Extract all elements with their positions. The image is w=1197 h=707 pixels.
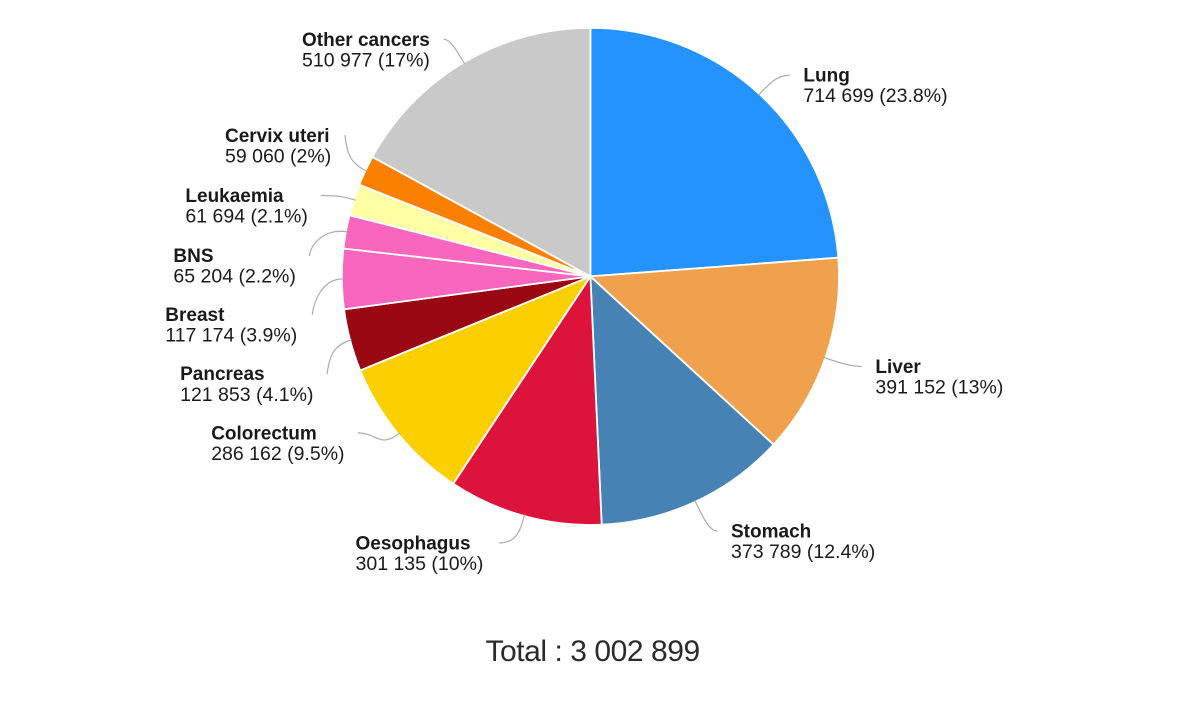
svg-text:Stomach: Stomach <box>731 521 811 542</box>
svg-text:Cervix uteri: Cervix uteri <box>225 126 330 147</box>
svg-text:301 135 (10%): 301 135 (10%) <box>356 553 484 575</box>
svg-text:510 977 (17%): 510 977 (17%) <box>302 49 430 71</box>
svg-text:373 789 (12.4%): 373 789 (12.4%) <box>731 541 875 563</box>
svg-text:121 853 (4.1%): 121 853 (4.1%) <box>180 384 313 406</box>
svg-text:714 699 (23.8%): 714 699 (23.8%) <box>803 85 947 107</box>
svg-text:Lung: Lung <box>803 66 849 87</box>
svg-text:BNS: BNS <box>173 246 213 267</box>
svg-text:65 204 (2.2%): 65 204 (2.2%) <box>173 266 296 288</box>
svg-text:286 162 (9.5%): 286 162 (9.5%) <box>211 443 344 465</box>
svg-text:59 060 (2%): 59 060 (2%) <box>225 146 331 168</box>
svg-text:Breast: Breast <box>165 305 225 326</box>
svg-text:391 152 (13%): 391 152 (13%) <box>875 377 1003 399</box>
svg-text:Total : 3 002 899: Total : 3 002 899 <box>486 635 700 668</box>
svg-text:Other cancers: Other cancers <box>302 30 430 51</box>
svg-text:61 694 (2.1%): 61 694 (2.1%) <box>185 206 308 228</box>
svg-text:Liver: Liver <box>875 357 921 378</box>
svg-text:Colorectum: Colorectum <box>211 423 317 444</box>
svg-text:117 174 (3.9%): 117 174 (3.9%) <box>165 324 297 346</box>
svg-text:Oesophagus: Oesophagus <box>356 533 471 554</box>
svg-text:Pancreas: Pancreas <box>180 364 265 385</box>
svg-text:Leukaemia: Leukaemia <box>185 186 284 207</box>
